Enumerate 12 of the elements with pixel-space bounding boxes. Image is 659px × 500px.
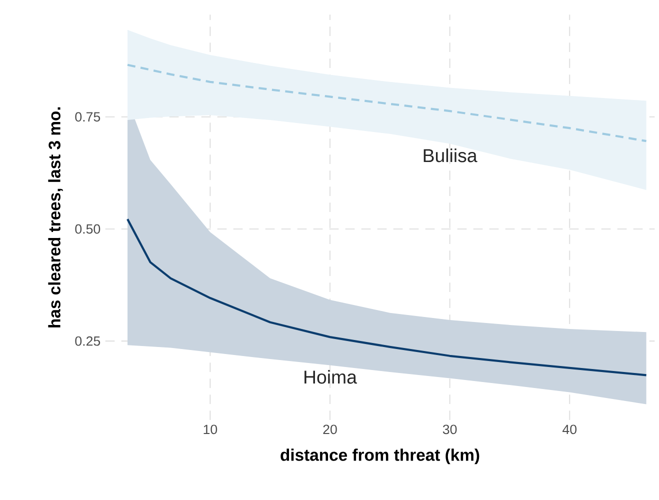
y-tick-label: 0.50 (75, 224, 100, 234)
series-label: Hoima (304, 370, 357, 384)
x-tick-label: 10 (204, 424, 218, 434)
y-tick-label: 0.75 (75, 112, 100, 122)
x-tick-label: 20 (323, 424, 337, 434)
line-series (126, 64, 648, 142)
x-tick-label: 40 (562, 424, 577, 434)
x-tick-label: 30 (442, 424, 457, 434)
series-label: Buliisa (424, 148, 478, 162)
y-tick-label: 0.25 (75, 336, 100, 346)
y-axis-title: has cleared trees, last 3 mo. (48, 107, 63, 328)
x-axis-title: distance from threat (km) (280, 448, 480, 464)
